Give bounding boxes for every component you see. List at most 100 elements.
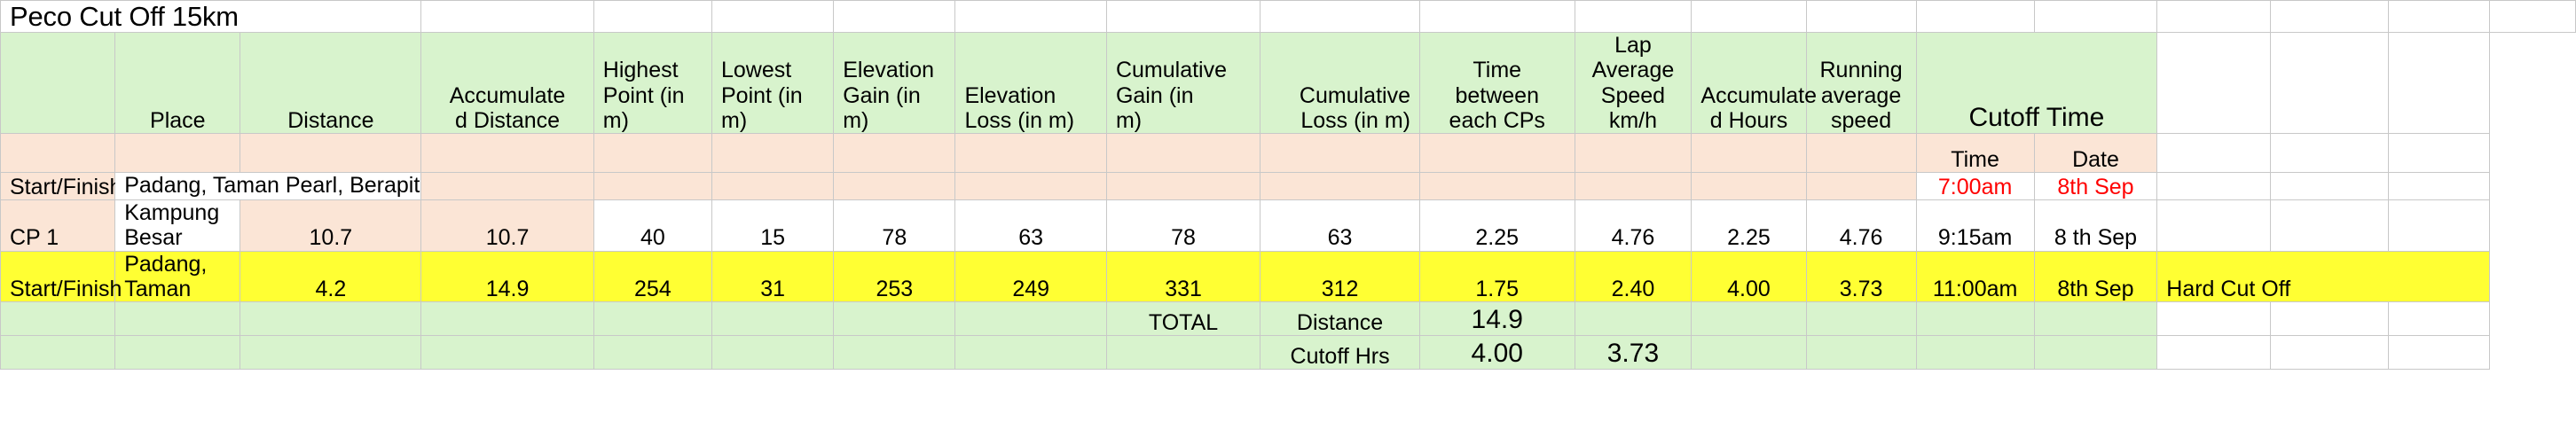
total0-spacer-2: [2270, 301, 2390, 337]
row1-accumulated-distance: 10.7: [420, 199, 594, 252]
title-blank-7: [1260, 0, 1420, 34]
total1-label-blank: [0, 335, 116, 371]
row2-accumulated-distance: 14.9: [420, 250, 594, 303]
title-blank-8: [1418, 0, 1575, 34]
row1-label: CP 1: [0, 199, 116, 252]
row1-cutoff-time: 9:15am: [1915, 199, 2035, 252]
sub-running-average-speed: [1805, 133, 1917, 174]
row0-lowest-point: [711, 172, 835, 201]
header-highest-point: Highest Point (in m): [593, 32, 713, 135]
total0-distance-blank: [240, 301, 422, 337]
header-place: Place: [114, 32, 241, 135]
row1-distance: 10.7: [240, 199, 422, 252]
row0-place: Padang, Taman Pearl, Berapit: [114, 172, 422, 201]
title-blank-16: [2388, 0, 2490, 34]
row1-elevation-loss: 63: [954, 199, 1107, 252]
total1-acchours-blank: [1691, 335, 1807, 371]
total0-elevgain-blank: [833, 301, 956, 337]
row2-accumulated-hours: 4.00: [1691, 250, 1807, 303]
row1-highest-point: 40: [593, 199, 713, 252]
header-spacer-1: [2156, 32, 2272, 135]
header-cumulative-gain: Cumulative Gain (in m): [1105, 32, 1261, 135]
title-blank-5: [954, 0, 1107, 34]
row1-lap-average-speed: 4.76: [1574, 199, 1692, 252]
total-label: TOTAL: [1105, 301, 1261, 337]
row0-spacer-2: [2270, 172, 2390, 201]
sheet-title: Peco Cut Off 15km: [0, 0, 422, 34]
sub-lap-average-speed: [1574, 133, 1692, 174]
total0-acchours-blank: [1691, 301, 1807, 337]
sub-spacer-1: [2156, 133, 2272, 174]
table-row[interactable]: CP 1 Kampung Besar 10.7 10.7 40 15 78 63…: [0, 199, 2576, 252]
total0-runavg-blank: [1805, 301, 1917, 337]
header-lowest-point: Lowest Point (in m): [711, 32, 835, 135]
total1-cutoffdate-blank: [2033, 335, 2158, 371]
title-blank-15: [2270, 0, 2390, 34]
row1-cumulative-gain: 78: [1105, 199, 1261, 252]
row2-time-between-cps: 1.75: [1418, 250, 1575, 303]
total1-distance-blank: [240, 335, 422, 371]
row1-cutoff-date: 8 th Sep: [2033, 199, 2158, 252]
total-distance-row: TOTAL Distance 14.9: [0, 301, 2576, 337]
sub-cutoff-time: Time: [1915, 133, 2035, 174]
title-blank-10: [1691, 0, 1807, 34]
total1-elevgain-blank: [833, 335, 956, 371]
total0-lapspeed-blank: [1574, 301, 1692, 337]
table-row[interactable]: Start/Finish Padang, Taman Pearl, Berapi…: [0, 172, 2576, 201]
row2-distance: 4.2: [240, 250, 422, 303]
row1-lowest-point: 15: [711, 199, 835, 252]
row0-elevation-loss: [954, 172, 1107, 201]
row2-cumulative-loss: 312: [1260, 250, 1420, 303]
total1-elevloss-blank: [954, 335, 1107, 371]
header-lap-average-speed: Lap Average Speed km/h: [1574, 32, 1692, 135]
sub-highest-point: [593, 133, 713, 174]
row1-place: Kampung Besar: [114, 199, 241, 252]
total0-place-blank: [114, 301, 241, 337]
total-distance-value: 14.9: [1418, 301, 1575, 337]
total0-highest-blank: [593, 301, 713, 337]
sub-time-between-cps: [1418, 133, 1575, 174]
title-blank-3: [711, 0, 835, 34]
sub-cutoff-date: Date: [2033, 133, 2158, 174]
race-cutoff-table: Peco Cut Off 15km Place Distance Accumul…: [0, 0, 2576, 371]
row0-place-text: Padang, Taman Pearl, Berapit: [124, 172, 420, 198]
header-accumulated-distance: Accumulate d Distance: [420, 32, 594, 135]
row0-spacer-1: [2156, 172, 2272, 201]
table-row[interactable]: Start/Finish Padang, Taman 4.2 14.9 254 …: [0, 250, 2576, 303]
row2-elevation-loss: 249: [954, 250, 1107, 303]
title-blank-14: [2156, 0, 2272, 34]
total0-elevloss-blank: [954, 301, 1107, 337]
total-cutoff-speed: 3.73: [1574, 335, 1692, 371]
total1-spacer-3: [2388, 335, 2490, 371]
sub-place: [114, 133, 241, 174]
row2-highest-point: 254: [593, 250, 713, 303]
row2-running-average-speed: 3.73: [1805, 250, 1917, 303]
total0-cutoffdate-blank: [2033, 301, 2158, 337]
total1-accdist-blank: [420, 335, 594, 371]
sub-cumulative-loss: [1260, 133, 1420, 174]
row0-label: Start/Finish: [0, 172, 122, 201]
header-cutoff-time: Cutoff Time: [1915, 32, 2158, 135]
row2-cutoff-date: 8th Sep: [2033, 250, 2158, 303]
row2-cumulative-gain: 331: [1105, 250, 1261, 303]
total1-place-blank: [114, 335, 241, 371]
total-cutoff-row: Cutoff Hrs 4.00 3.73: [0, 335, 2576, 371]
title-blank-11: [1805, 0, 1917, 34]
row1-spacer-3: [2388, 199, 2490, 252]
title-blank-9: [1574, 0, 1692, 34]
header-spacer-3: [2388, 32, 2490, 135]
total-distance-label: Distance: [1260, 301, 1420, 337]
row2-lap-average-speed: 2.40: [1574, 250, 1692, 303]
header-time-between-cps: Time between each CPs: [1418, 32, 1575, 135]
row0-time-between-cps: [1418, 172, 1575, 201]
header-cumulative-loss: Cumulative Loss (in m): [1260, 32, 1420, 135]
subheader-row: Time Date: [0, 133, 2576, 174]
header-elevation-gain: Elevation Gain (in m): [833, 32, 956, 135]
title-row: Peco Cut Off 15km: [0, 0, 2576, 34]
title-blank-2: [593, 0, 713, 34]
total0-spacer-3: [2388, 301, 2490, 337]
row0-cutoff-date: 8th Sep: [2033, 172, 2158, 201]
row1-elevation-gain: 78: [833, 199, 956, 252]
row0-accumulated-hours: [1691, 172, 1807, 201]
